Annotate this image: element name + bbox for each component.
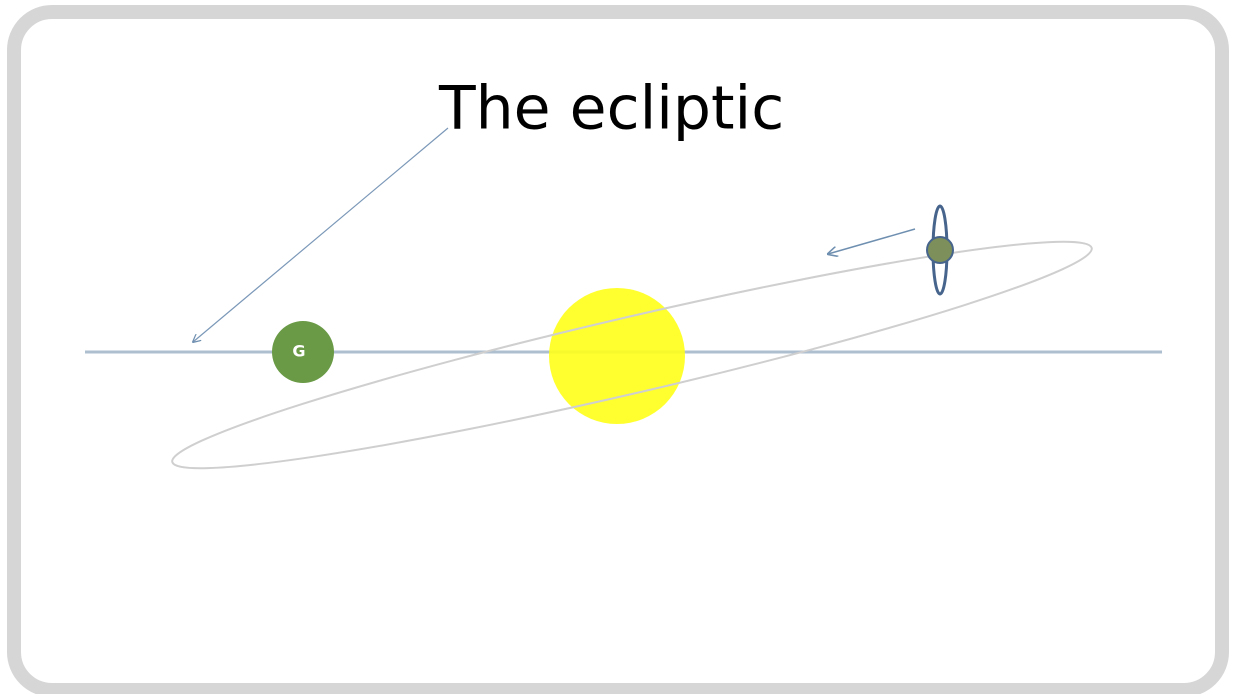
title: The ecliptic (438, 74, 784, 144)
planet (927, 237, 953, 263)
page: G The ecliptic (() => { const data = JSO… (0, 0, 1235, 694)
node-label: G (292, 342, 305, 361)
diagram: G The ecliptic (0, 0, 1235, 694)
